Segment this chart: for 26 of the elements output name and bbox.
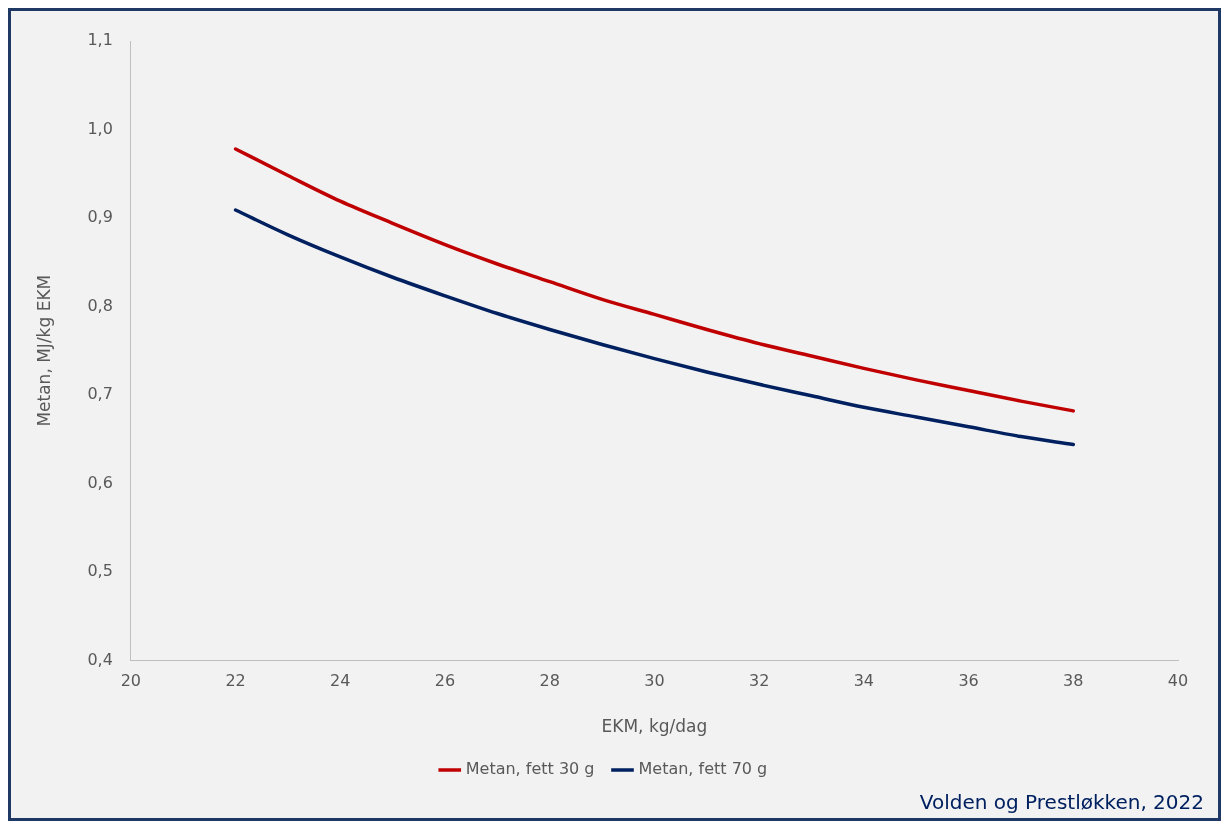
text: Volden og Prestløkken, 2022 [919,790,1204,815]
x-tick-label: 24 [330,671,351,691]
x-tick-label: 28 [539,671,560,691]
y-tick-label: 1,0 [87,118,113,138]
y-tick-label: 1,1 [87,30,113,50]
x-tick-label: 38 [1063,671,1084,691]
legend-label: Metan, fett 70 g [638,759,768,779]
y-tick-label: 0,7 [87,384,113,404]
y-tick-label: 0,5 [87,561,113,581]
line-series [233,208,1076,447]
x-tick-label: 34 [853,671,875,691]
y-tick-label: 0,9 [87,207,113,227]
x-tick-label: 40 [1167,671,1189,691]
x-tick-label: 26 [434,671,456,691]
y-axis-title: Metan, MJ/kg EKM [33,274,54,427]
y-tick-label: 0,6 [87,472,113,492]
x-tick-label: 36 [958,671,979,691]
x-tick-label: 20 [120,671,142,691]
y-tick-label: 0,4 [87,649,113,669]
x-tick-label: 32 [748,671,770,691]
x-tick-label: 30 [644,671,665,691]
x-tick-label: 22 [225,671,246,691]
y-tick-label: 0,8 [87,295,113,315]
x-axis-title: EKM, kg/dag [601,716,708,737]
line-series [233,147,1076,413]
legend-label: Metan, fett 30 g [465,759,595,779]
